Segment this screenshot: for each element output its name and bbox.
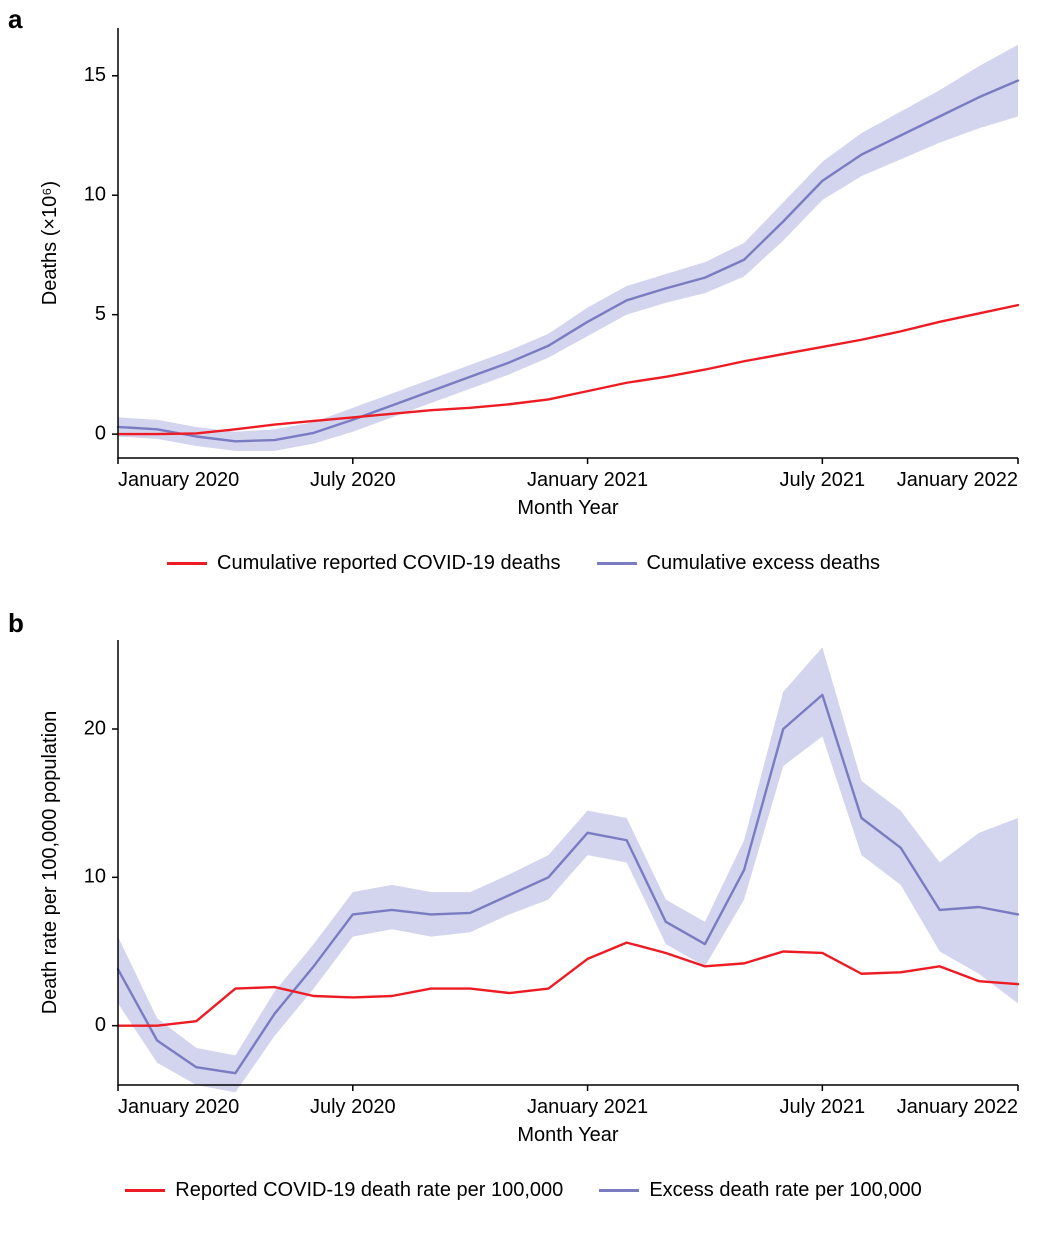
panel-b-x-axis-title: Month Year: [517, 1124, 619, 1146]
panel-b-legend-item-reported_rate: Reported COVID-19 death rate per 100,000: [125, 1179, 563, 1202]
panel-b-xtick-label: January 2020: [118, 1096, 239, 1118]
panel-b-chart: 01020January 2020July 2020January 2021Ju…: [118, 640, 1018, 1085]
panel-a-ytick-label: 10: [84, 184, 106, 206]
panel-a-band-excess: [118, 45, 1018, 451]
panel-a-xtick-label: January 2021: [527, 469, 648, 491]
panel-b-legend-item-excess_rate: Excess death rate per 100,000: [599, 1179, 921, 1202]
panel-a-chart: 051015January 2020July 2020January 2021J…: [118, 28, 1018, 458]
panel-b-legend: Reported COVID-19 death rate per 100,000…: [0, 1175, 1047, 1202]
panel-a-x-axis-title: Month Year: [517, 497, 619, 519]
panel-a-ytick-label: 5: [95, 303, 106, 325]
panel-b-y-axis-title: Death rate per 100,000 population: [39, 711, 61, 1015]
panel-b-xtick-label: January 2021: [527, 1096, 648, 1118]
panel-b-label: b: [8, 608, 24, 639]
panel-b-xtick-label: July 2020: [310, 1096, 396, 1118]
panel-b-ytick-label: 10: [84, 866, 106, 888]
panel-a-xtick-label: January 2020: [118, 469, 239, 491]
panel-a-svg: 051015January 2020July 2020January 2021J…: [118, 28, 1018, 458]
panel-b-line-reported_rate: [118, 943, 1018, 1026]
panel-b-xtick-label: July 2021: [780, 1096, 866, 1118]
panel-a-legend-item-excess: Cumulative excess deaths: [597, 552, 880, 575]
legend-label: Reported COVID-19 death rate per 100,000: [175, 1179, 563, 1202]
figure-root: a 051015January 2020July 2020January 202…: [0, 0, 1047, 1243]
panel-b-xtick-label: January 2022: [897, 1096, 1018, 1118]
legend-swatch: [599, 1189, 639, 1192]
legend-swatch: [125, 1189, 165, 1192]
panel-a-label: a: [8, 4, 22, 35]
panel-a-xtick-label: July 2020: [310, 469, 396, 491]
panel-a-xtick-label: July 2021: [780, 469, 866, 491]
panel-a-legend-item-reported: Cumulative reported COVID-19 deaths: [167, 552, 561, 575]
legend-label: Excess death rate per 100,000: [649, 1179, 921, 1202]
panel-a-legend: Cumulative reported COVID-19 deaths Cumul…: [0, 548, 1047, 575]
panel-b-ytick-label: 20: [84, 717, 106, 739]
panel-b-svg: 01020January 2020July 2020January 2021Ju…: [118, 640, 1018, 1085]
panel-a-xtick-label: January 2022: [897, 469, 1018, 491]
panel-a-ytick-label: 15: [84, 64, 106, 86]
panel-b-band-excess_rate: [118, 647, 1018, 1092]
legend-swatch: [597, 562, 637, 565]
legend-swatch: [167, 562, 207, 565]
panel-a-y-axis-title: Deaths (×10⁶): [39, 181, 61, 305]
panel-b-ytick-label: 0: [95, 1014, 106, 1036]
legend-label: Cumulative reported COVID-19 deaths: [217, 552, 561, 575]
panel-a-axis-lines: [118, 28, 1018, 458]
panel-a-ytick-label: 0: [95, 422, 106, 444]
legend-label: Cumulative excess deaths: [647, 552, 880, 575]
panel-b-line-excess_rate: [118, 695, 1018, 1073]
